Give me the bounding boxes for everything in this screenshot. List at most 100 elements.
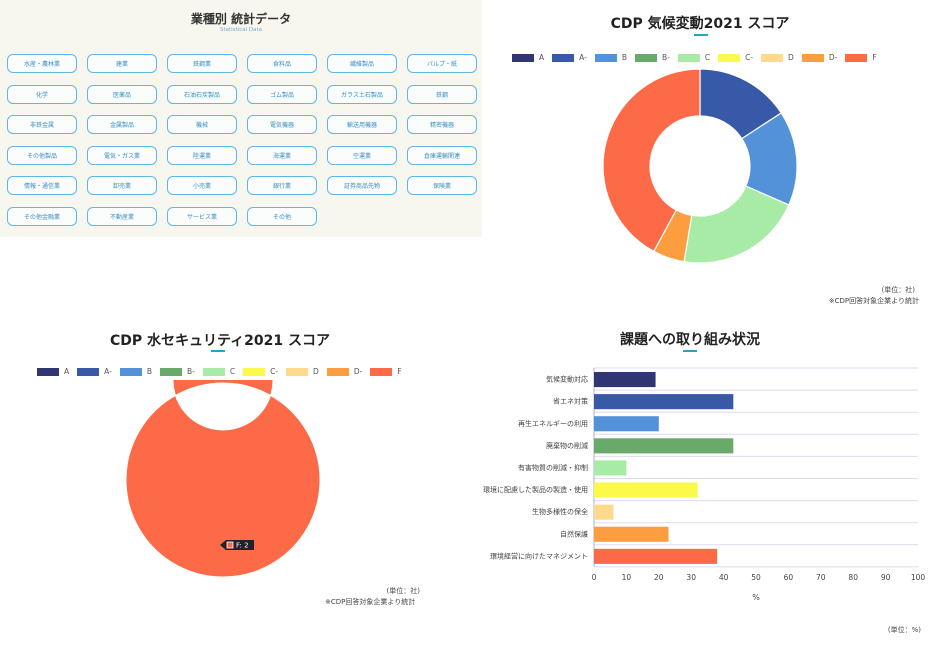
legend-item[interactable]: A: [512, 53, 544, 62]
legend-swatch: [677, 53, 700, 62]
industry-button[interactable]: 卸売業: [87, 176, 157, 195]
industry-button[interactable]: 小売業: [167, 176, 237, 195]
donut-slice-C[interactable]: [683, 185, 790, 264]
industry-button[interactable]: 陸運業: [167, 145, 237, 165]
legend-swatch: [326, 367, 349, 376]
legend-label: A: [64, 367, 70, 376]
industry-button[interactable]: 情報・通信業: [7, 176, 77, 195]
industry-button[interactable]: 電気・ガス業: [87, 145, 157, 165]
chart3-title-accent: [683, 350, 697, 352]
industry-button[interactable]: 電気機器: [247, 115, 317, 134]
legend-item[interactable]: B-: [159, 367, 195, 376]
x-tick-label: 50: [751, 573, 761, 582]
industry-button[interactable]: 海運業: [247, 145, 317, 165]
legend-item[interactable]: D: [286, 367, 319, 376]
bar[interactable]: [594, 394, 734, 410]
industry-button[interactable]: 繊維製品: [327, 54, 397, 73]
industry-panel: 業種別 統計データ Statistical Data 水産・農林業 建業 鉄鋼業 食料…: [0, 0, 482, 237]
chart2-title: CDP 水セキュリティ2021 スコア: [109, 333, 331, 349]
bar[interactable]: [594, 526, 669, 542]
legend-item[interactable]: F: [845, 53, 877, 62]
industry-button[interactable]: 不動産業: [87, 206, 157, 226]
legend-item[interactable]: D: [761, 53, 794, 62]
legend-item[interactable]: A-: [77, 367, 112, 376]
legend-swatch: [801, 53, 824, 62]
legend-item[interactable]: F: [370, 367, 402, 376]
industry-panel-subtitle: Statistical Data: [219, 27, 263, 33]
industry-button[interactable]: 空運業: [327, 145, 397, 165]
industry-button[interactable]: 建業: [87, 54, 157, 73]
industry-button[interactable]: パルプ・紙: [407, 54, 477, 73]
legend-item[interactable]: B: [119, 367, 152, 376]
chart3-unit-note: (単位：%): [887, 626, 921, 634]
donut-slice-F[interactable]: [602, 68, 701, 253]
legend-swatch: [286, 367, 309, 376]
industry-button[interactable]: 機械: [167, 115, 237, 134]
bar[interactable]: [594, 372, 656, 388]
y-tick-label: 環境経営に向けたマネジメント: [490, 551, 588, 560]
x-tick-label: 0: [592, 573, 597, 582]
industry-button[interactable]: 医薬品: [87, 84, 157, 104]
chart2-legend: A A- B B- C C- D D- F: [37, 367, 410, 376]
industry-button[interactable]: その他製品: [7, 145, 77, 165]
donut-tooltip-text: F: 2: [236, 542, 249, 550]
x-axis-label: %: [752, 593, 760, 602]
x-tick-label: 100: [911, 573, 926, 582]
legend-label: C: [704, 53, 711, 62]
industry-button[interactable]: 輸送用機器: [327, 115, 397, 134]
legend-item[interactable]: C-: [243, 367, 278, 376]
industry-button[interactable]: その他金融業: [7, 206, 77, 226]
legend-label: D-: [828, 53, 838, 62]
bar[interactable]: [594, 416, 659, 432]
legend-swatch: [159, 367, 182, 376]
industry-button[interactable]: その他: [247, 206, 317, 226]
industry-button[interactable]: 非鉄金属: [7, 115, 77, 134]
industry-button[interactable]: 証券商品先物: [327, 176, 397, 195]
legend-item[interactable]: D-: [801, 53, 838, 62]
industry-button[interactable]: サービス業: [167, 206, 237, 226]
industry-button[interactable]: 鉄鋼業: [167, 54, 237, 73]
industry-button[interactable]: 倉庫運輸関連: [407, 145, 477, 165]
legend-swatch: [202, 367, 225, 376]
legend-label: C: [229, 367, 236, 376]
legend-label: A-: [579, 53, 587, 62]
bar[interactable]: [594, 460, 627, 476]
x-tick-label: 20: [654, 573, 664, 582]
industry-button[interactable]: ゴム製品: [247, 84, 317, 104]
legend-label: D-: [353, 367, 363, 376]
industry-button[interactable]: 鉄鋼: [407, 84, 477, 104]
industry-button[interactable]: 水産・農林業: [7, 54, 77, 73]
legend-item[interactable]: C: [677, 53, 711, 62]
legend-swatch: [594, 53, 617, 62]
legend-swatch: [845, 53, 868, 62]
legend-item[interactable]: C-: [718, 53, 753, 62]
industry-button[interactable]: 精密機器: [407, 115, 477, 134]
legend-swatch: [243, 367, 266, 376]
industry-button[interactable]: 銀行業: [247, 176, 317, 195]
industry-button[interactable]: 保険業: [407, 176, 477, 195]
donut-tooltip: F: 2: [220, 540, 254, 550]
legend-label: D: [313, 367, 319, 376]
bar[interactable]: [594, 482, 698, 498]
legend-item[interactable]: B: [594, 53, 627, 62]
chart1-source-note: ※CDP回答対象企業より統計: [828, 297, 919, 305]
industry-button[interactable]: 金属製品: [87, 115, 157, 134]
x-tick-label: 80: [848, 573, 858, 582]
chart2-donut: F: 2: [125, 380, 321, 578]
legend-item[interactable]: A-: [552, 53, 587, 62]
donut-slice-F[interactable]: [125, 380, 321, 578]
legend-swatch: [634, 53, 657, 62]
legend-item[interactable]: D-: [326, 367, 363, 376]
chart1-unit-note: (単位：社): [881, 286, 915, 294]
bar[interactable]: [594, 438, 734, 454]
legend-item[interactable]: C: [202, 367, 236, 376]
bar[interactable]: [594, 548, 718, 564]
bar[interactable]: [594, 504, 614, 520]
industry-button[interactable]: 化学: [7, 84, 77, 104]
legend-swatch: [552, 53, 575, 62]
industry-button[interactable]: 石油石炭製品: [167, 84, 237, 104]
industry-button[interactable]: 食料品: [247, 54, 317, 73]
industry-button[interactable]: ガラス土石製品: [327, 84, 397, 104]
legend-item[interactable]: A: [37, 367, 69, 376]
legend-item[interactable]: B-: [634, 53, 670, 62]
